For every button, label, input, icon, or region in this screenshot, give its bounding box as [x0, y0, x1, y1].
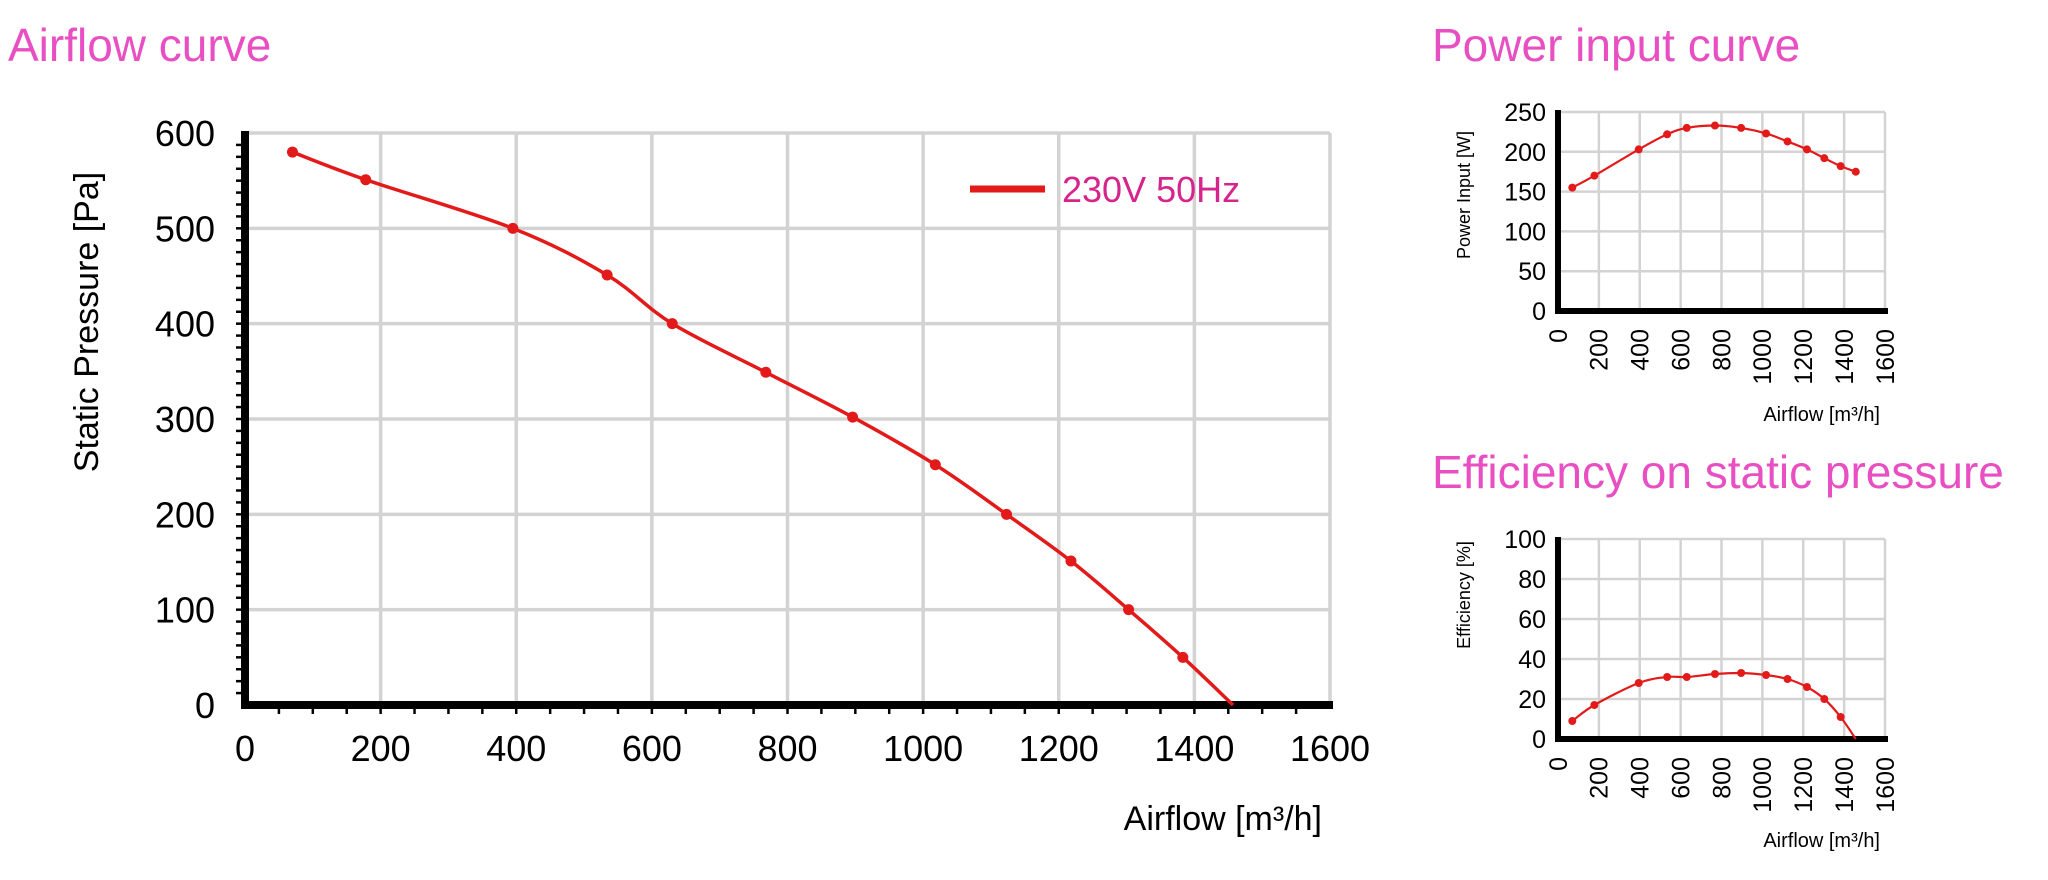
power-x-axis-label: Airflow [m³/h] [1763, 404, 1880, 426]
power-y-tick-label: 150 [1504, 179, 1546, 207]
eff-data-point [1783, 675, 1792, 683]
power-data-point [1851, 167, 1860, 176]
power-data-point [1710, 121, 1719, 130]
main-data-point [286, 146, 298, 158]
power-data-point [1762, 129, 1771, 138]
eff-data-point [1737, 669, 1746, 677]
eff-data-point [1682, 673, 1691, 681]
eff-x-tick-label: 1400 [1831, 757, 1859, 813]
main-x-tick-label: 1600 [1290, 728, 1370, 769]
power-y-tick-label: 50 [1518, 258, 1546, 286]
main-x-tick-label: 800 [757, 728, 817, 769]
power-x-tick-label: 200 [1586, 329, 1614, 371]
eff-x-tick-label: 0 [1545, 757, 1573, 771]
main-x-tick-label: 1000 [883, 728, 963, 769]
main-data-point [1123, 604, 1135, 616]
eff-y-tick-label: 20 [1518, 686, 1546, 714]
power-data-point [1682, 123, 1691, 132]
eff-data-point [1568, 717, 1577, 725]
main-x-tick-label: 1400 [1154, 728, 1234, 769]
power-x-tick-label: 600 [1667, 329, 1695, 371]
eff-y-tick-label: 100 [1504, 526, 1546, 554]
eff-x-tick-label: 600 [1667, 757, 1695, 799]
eff-data-point [1836, 713, 1845, 721]
main-data-point [1001, 508, 1013, 520]
power-y-tick-label: 200 [1504, 139, 1546, 167]
eff-y-axis-label: Efficiency [%] [1454, 541, 1474, 649]
main-y-tick-label: 500 [155, 208, 215, 249]
main-data-point [929, 459, 941, 471]
eff-data-point [1820, 695, 1829, 703]
main-data-point [1065, 555, 1077, 567]
power-data-point [1663, 130, 1672, 139]
main-x-axis-label: Airflow [m³/h] [1124, 800, 1322, 838]
power-data-point [1737, 123, 1746, 132]
power-data-point [1568, 183, 1577, 192]
power-data-point [1590, 171, 1599, 180]
power-series-line [1571, 124, 1857, 189]
power-y-axis-label: Power Input [W] [1454, 131, 1474, 259]
main-x-tick-label: 1200 [1019, 728, 1099, 769]
efficiency-curve-title: Efficiency on static pressure [1432, 446, 2004, 498]
power-y-tick-label: 100 [1504, 218, 1546, 246]
eff-x-tick-label: 400 [1627, 757, 1655, 799]
main-series-line [291, 150, 1235, 707]
power-x-tick-label: 1600 [1872, 329, 1900, 385]
main-y-tick-label: 100 [155, 590, 215, 631]
main-y-tick-label: 300 [155, 399, 215, 440]
power-data-point [1634, 145, 1643, 154]
power-x-tick-label: 1000 [1749, 329, 1777, 385]
main-y-axis-label: Static Pressure [Pa] [68, 172, 106, 472]
power-x-tick-label: 1400 [1831, 329, 1859, 385]
eff-x-tick-label: 200 [1586, 757, 1614, 799]
legend-label: 230V 50Hz [1062, 169, 1240, 210]
power-data-point [1802, 145, 1811, 154]
airflow-curve-title: Airflow curve [8, 19, 272, 71]
main-x-tick-label: 200 [351, 728, 411, 769]
power-input-curve-title: Power input curve [1432, 19, 1801, 71]
main-y-tick-label: 400 [155, 304, 215, 345]
main-y-tick-label: 200 [155, 494, 215, 535]
main-data-point [360, 174, 372, 186]
power-y-tick-label: 250 [1504, 99, 1546, 127]
eff-data-point [1802, 683, 1811, 691]
eff-data-point [1590, 701, 1599, 709]
eff-data-point [1710, 670, 1719, 678]
power-data-point [1836, 162, 1845, 171]
main-y-tick-label: 0 [195, 685, 215, 726]
power-data-point [1783, 137, 1792, 146]
eff-series-line [1571, 671, 1857, 740]
main-data-point [601, 269, 613, 281]
eff-x-axis-label: Airflow [m³/h] [1763, 830, 1880, 852]
main-x-tick-label: 0 [235, 728, 255, 769]
eff-y-tick-label: 40 [1518, 646, 1546, 674]
power-x-tick-label: 0 [1545, 329, 1573, 343]
main-data-point [847, 411, 859, 423]
main-data-point [507, 222, 519, 234]
power-data-point [1820, 154, 1829, 163]
eff-y-tick-label: 80 [1518, 566, 1546, 594]
main-x-tick-label: 400 [486, 728, 546, 769]
eff-x-tick-label: 1200 [1790, 757, 1818, 813]
eff-data-point [1762, 671, 1771, 679]
main-data-point [760, 366, 772, 378]
power-x-tick-label: 400 [1627, 329, 1655, 371]
eff-x-tick-label: 800 [1708, 757, 1736, 799]
main-y-tick-label: 600 [155, 113, 215, 154]
eff-y-tick-label: 60 [1518, 606, 1546, 634]
main-data-point [1177, 651, 1189, 663]
main-x-tick-label: 600 [622, 728, 682, 769]
power-x-tick-label: 1200 [1790, 329, 1818, 385]
eff-data-point [1634, 679, 1643, 687]
eff-x-tick-label: 1600 [1872, 757, 1900, 813]
eff-y-tick-label: 0 [1532, 726, 1546, 754]
eff-data-point [1663, 673, 1672, 681]
power-x-tick-label: 800 [1708, 329, 1736, 371]
main-data-point [666, 318, 678, 330]
eff-x-tick-label: 1000 [1749, 757, 1777, 813]
power-y-tick-label: 0 [1532, 298, 1546, 326]
